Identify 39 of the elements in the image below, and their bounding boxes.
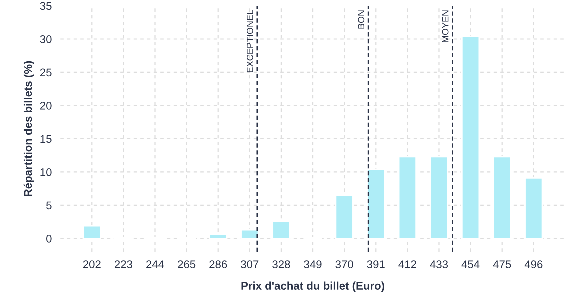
y-tick-label: 0 (46, 234, 52, 243)
ref-line-label: EXCEPTIONEL (246, 10, 254, 72)
y-tick-label: 10 (40, 168, 52, 176)
x-tick-label: 265 (178, 260, 196, 268)
x-tick-label: 286 (210, 260, 228, 268)
x-tick-label: 349 (304, 260, 322, 268)
y-axis-title: Répartition des billets (%) (24, 61, 34, 196)
bar (272, 220, 291, 240)
x-tick-label: 433 (430, 260, 448, 268)
bar (335, 194, 354, 240)
x-tick-label: 370 (336, 260, 354, 268)
x-tick-label: 223 (114, 260, 132, 268)
y-tick-label: 30 (40, 36, 52, 44)
x-tick-label: 412 (398, 260, 416, 268)
ref-line-label: BON (358, 10, 365, 29)
x-axis-title: Prix d'achat du billet (Euro) (242, 282, 384, 292)
bar (398, 156, 418, 240)
x-tick-label: 307 (241, 260, 259, 268)
bar (366, 168, 386, 240)
bar (524, 178, 544, 240)
y-tick-label: 35 (40, 2, 52, 10)
x-tick-label: 475 (493, 260, 512, 268)
x-tick-label: 202 (83, 260, 101, 268)
x-tick-label: 391 (367, 260, 385, 268)
x-tick-label: 496 (524, 260, 543, 268)
bar (493, 156, 512, 240)
ref-line-label: MOYEN (442, 10, 449, 42)
bar (430, 156, 449, 240)
bar (240, 229, 260, 240)
bar (209, 234, 228, 240)
y-tick-label: 25 (40, 68, 52, 77)
y-tick-label: 20 (40, 102, 52, 110)
bar (82, 225, 102, 240)
x-tick-label: 454 (462, 260, 480, 268)
bar (461, 36, 480, 240)
y-tick-label: 15 (40, 135, 52, 144)
x-tick-label: 328 (272, 260, 290, 268)
y-tick-label: 5 (46, 202, 52, 210)
x-tick-label: 244 (146, 260, 164, 268)
